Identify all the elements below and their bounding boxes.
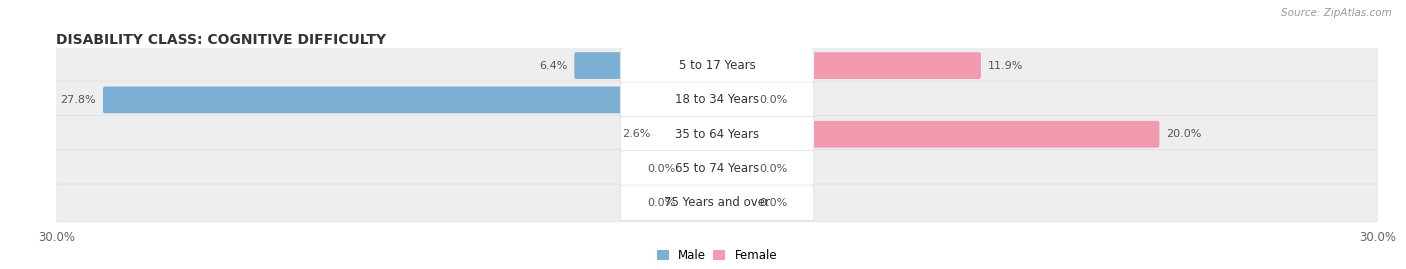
Text: 65 to 74 Years: 65 to 74 Years: [675, 162, 759, 175]
FancyBboxPatch shape: [55, 81, 1379, 119]
Text: 0.0%: 0.0%: [759, 95, 787, 105]
FancyBboxPatch shape: [620, 116, 814, 152]
FancyBboxPatch shape: [574, 52, 718, 79]
FancyBboxPatch shape: [682, 190, 718, 216]
FancyBboxPatch shape: [55, 150, 1379, 187]
FancyBboxPatch shape: [716, 155, 752, 182]
Text: 20.0%: 20.0%: [1167, 129, 1202, 139]
FancyBboxPatch shape: [658, 121, 718, 148]
FancyBboxPatch shape: [620, 185, 814, 221]
Text: 18 to 34 Years: 18 to 34 Years: [675, 93, 759, 107]
FancyBboxPatch shape: [620, 48, 814, 83]
FancyBboxPatch shape: [55, 47, 1379, 84]
FancyBboxPatch shape: [55, 115, 1379, 153]
FancyBboxPatch shape: [55, 184, 1379, 222]
Text: 35 to 64 Years: 35 to 64 Years: [675, 128, 759, 141]
FancyBboxPatch shape: [716, 87, 752, 113]
FancyBboxPatch shape: [716, 121, 1160, 148]
FancyBboxPatch shape: [682, 155, 718, 182]
Text: 0.0%: 0.0%: [647, 164, 675, 174]
Text: 75 Years and over: 75 Years and over: [664, 196, 770, 209]
Text: 0.0%: 0.0%: [647, 198, 675, 208]
Text: Source: ZipAtlas.com: Source: ZipAtlas.com: [1281, 8, 1392, 18]
FancyBboxPatch shape: [716, 52, 981, 79]
Text: 0.0%: 0.0%: [759, 198, 787, 208]
FancyBboxPatch shape: [716, 190, 752, 216]
Text: 5 to 17 Years: 5 to 17 Years: [679, 59, 755, 72]
FancyBboxPatch shape: [620, 82, 814, 118]
Legend: Male, Female: Male, Female: [657, 249, 778, 262]
Text: 11.9%: 11.9%: [988, 61, 1024, 70]
Text: 2.6%: 2.6%: [623, 129, 651, 139]
Text: 6.4%: 6.4%: [538, 61, 567, 70]
FancyBboxPatch shape: [620, 151, 814, 186]
Text: 27.8%: 27.8%: [60, 95, 96, 105]
Text: DISABILITY CLASS: COGNITIVE DIFFICULTY: DISABILITY CLASS: COGNITIVE DIFFICULTY: [56, 33, 387, 47]
Text: 0.0%: 0.0%: [759, 164, 787, 174]
FancyBboxPatch shape: [103, 87, 718, 113]
